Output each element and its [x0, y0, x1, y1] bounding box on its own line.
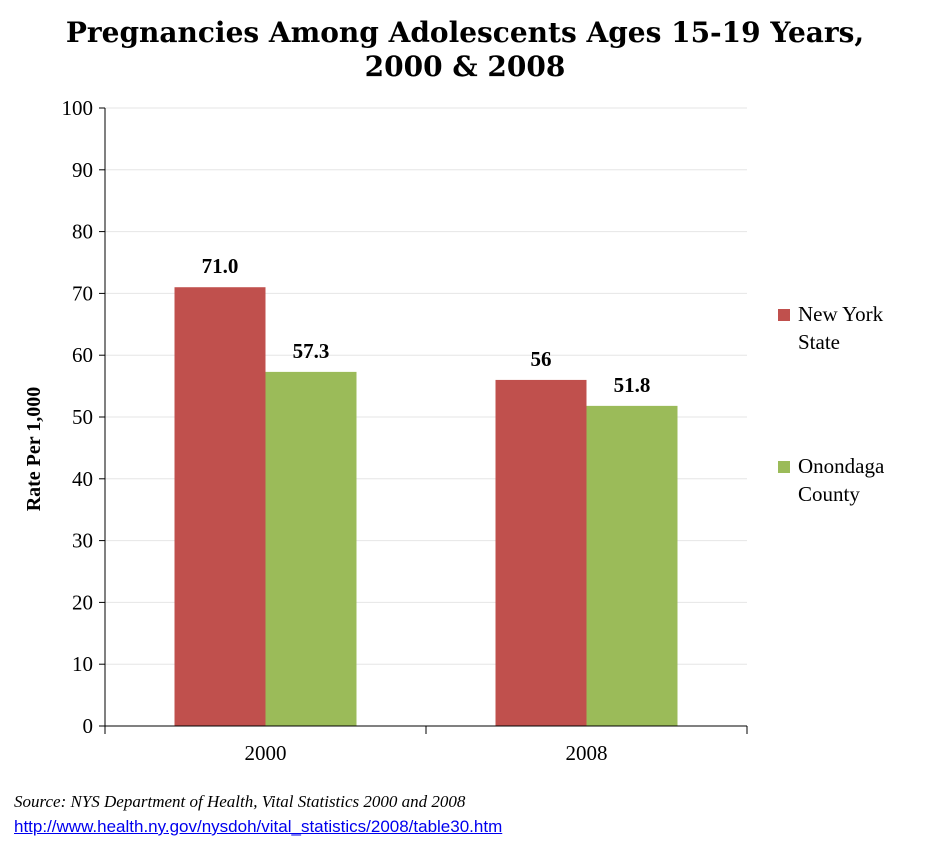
y-tick-label: 20 [72, 590, 93, 614]
chart-title-line-2: 2000 & 2008 [364, 50, 566, 83]
y-tick-label: 10 [72, 652, 93, 676]
bar-new-york-state-2000 [174, 287, 266, 726]
legend-label-new-york-state-line-1: New York [798, 302, 884, 326]
legend: New York State Onondaga County [778, 300, 928, 508]
axes: 0 10 20 30 40 50 60 70 80 90 100 2000 2008 [62, 96, 748, 765]
data-labels: 71.0 57.3 56 51.8 [202, 254, 651, 397]
source-link[interactable]: http://www.health.ny.gov/nysdoh/vital_st… [14, 817, 503, 836]
chart-title-line-1: Pregnancies Among Adolescents Ages 15-19… [65, 16, 865, 49]
x-tick-label: 2000 [245, 741, 287, 765]
bars [174, 287, 678, 726]
legend-item-onondaga-county: Onondaga County [778, 452, 928, 508]
data-label: 71.0 [202, 254, 239, 278]
y-tick-label: 30 [72, 529, 93, 553]
y-axis-label: Rate Per 1,000 [23, 387, 45, 512]
legend-label-onondaga-county-line-1: Onondaga [798, 454, 885, 478]
y-tick-label: 50 [72, 405, 93, 429]
y-tick-label: 0 [83, 714, 94, 738]
source-note: Source: NYS Department of Health, Vital … [14, 792, 466, 811]
legend-label-onondaga-county-line-2: County [798, 482, 860, 506]
legend-item-new-york-state: New York State [778, 300, 928, 356]
y-tick-label: 70 [72, 281, 93, 305]
y-tick-label: 100 [62, 96, 94, 120]
chart-title: Pregnancies Among Adolescents Ages 15-19… [0, 16, 930, 84]
data-label: 57.3 [293, 339, 330, 363]
y-tick-label: 80 [72, 220, 93, 244]
bar-onondaga-county-2008 [586, 405, 678, 726]
legend-label-new-york-state-line-2: State [798, 330, 840, 354]
bar-new-york-state-2008 [495, 379, 587, 726]
y-tick-label: 90 [72, 158, 93, 182]
y-tick-label: 40 [72, 467, 93, 491]
x-tick-label: 2008 [566, 741, 608, 765]
bar-onondaga-county-2000 [265, 371, 357, 726]
data-label: 56 [531, 347, 552, 371]
data-label: 51.8 [614, 373, 651, 397]
y-tick-label: 60 [72, 343, 93, 367]
legend-swatch-onondaga-county [778, 461, 790, 473]
legend-swatch-new-york-state [778, 309, 790, 321]
